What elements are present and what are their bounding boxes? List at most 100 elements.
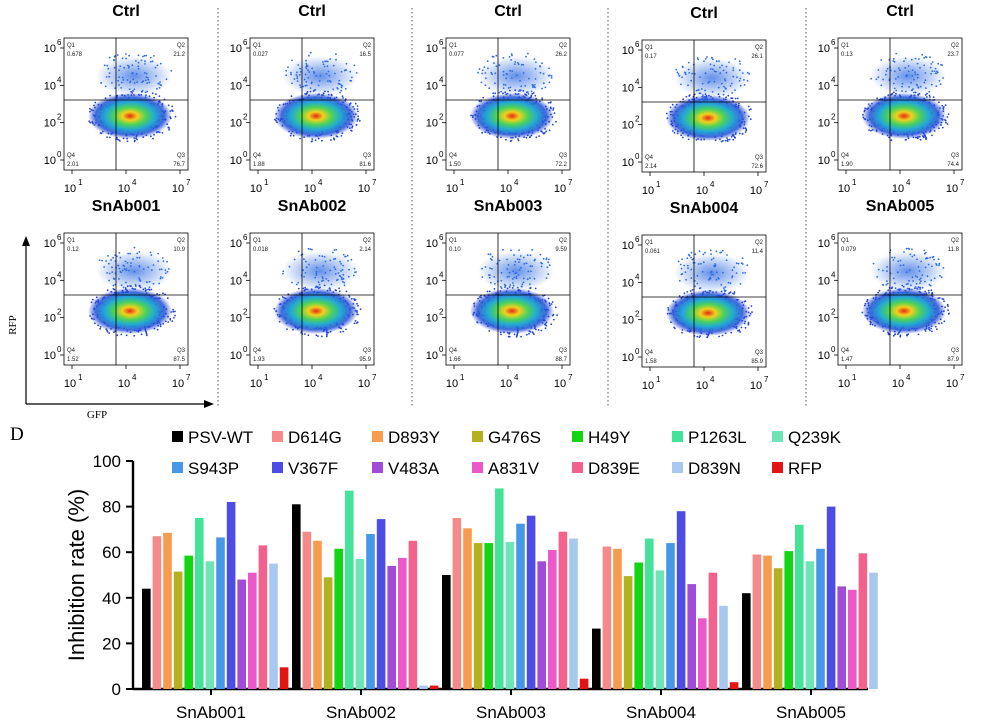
event-dot <box>491 267 493 270</box>
event-dot <box>514 272 517 275</box>
event-dot <box>343 284 346 287</box>
event-dot <box>332 64 335 67</box>
event-dot <box>747 105 750 108</box>
event-dot <box>910 284 912 287</box>
event-dot <box>509 69 511 72</box>
event-dot <box>722 139 724 142</box>
event-dot <box>930 289 933 292</box>
event-dot <box>534 68 537 70</box>
event-dot <box>518 261 520 263</box>
event-dot <box>341 95 344 98</box>
event-dot <box>155 75 157 77</box>
legend-swatch <box>272 462 283 473</box>
event-dot <box>544 327 547 330</box>
event-dot <box>502 70 505 73</box>
event-dot <box>158 86 161 89</box>
event-dot <box>947 309 949 312</box>
event-dot <box>741 263 744 265</box>
event-dot <box>522 256 525 259</box>
event-dot <box>522 63 525 66</box>
quadrant-value: 1.88 <box>253 162 265 168</box>
event-dot <box>342 253 345 256</box>
legend-swatch <box>272 431 283 442</box>
quadrant-value: 1.52 <box>67 357 79 363</box>
legend-swatch <box>772 431 783 442</box>
x-tick-exp: 7 <box>186 178 191 187</box>
bar-v367f-snab002 <box>376 519 386 689</box>
event-dot <box>315 266 318 269</box>
event-dot <box>687 253 690 256</box>
event-dot <box>947 113 950 115</box>
event-dot <box>108 262 110 265</box>
event-dot <box>917 266 920 268</box>
y-tick-exp: 0 <box>57 150 62 159</box>
event-dot <box>120 87 123 89</box>
event-dot <box>141 89 144 92</box>
event-dot <box>493 276 496 278</box>
event-dot <box>498 64 501 67</box>
event-dot <box>541 97 544 99</box>
event-dot <box>350 130 353 132</box>
event-dot <box>731 269 734 272</box>
event-dot <box>126 140 129 143</box>
x-tick-label: 10 <box>172 183 184 195</box>
event-dot <box>137 65 140 68</box>
event-dot <box>111 82 113 84</box>
quadrant-name: Q2 <box>363 43 372 49</box>
event-dot <box>872 262 875 265</box>
event-dot <box>739 283 742 285</box>
y-tick-exp: 6 <box>57 38 62 47</box>
bar-d839e-snab005 <box>858 553 868 689</box>
event-dot <box>905 247 908 250</box>
event-dot <box>165 78 168 81</box>
event-dot <box>493 288 496 290</box>
event-dot <box>913 254 916 257</box>
event-dot <box>136 256 139 259</box>
event-dot <box>332 251 334 254</box>
event-dot <box>902 264 905 267</box>
event-dot <box>111 266 113 269</box>
event-dot <box>528 77 530 80</box>
event-dot <box>912 280 914 282</box>
x-tick-label: 10 <box>696 185 708 197</box>
event-dot <box>931 61 934 63</box>
event-dot <box>712 68 714 71</box>
event-dot <box>132 90 134 92</box>
event-dot <box>166 297 169 300</box>
event-dot <box>924 72 927 74</box>
event-dot <box>717 86 720 89</box>
y-tick-label: 10 <box>44 118 56 130</box>
event-dot <box>687 267 689 269</box>
event-dot <box>167 321 170 323</box>
event-dot <box>297 281 300 284</box>
y-tick-exp: 4 <box>831 270 836 279</box>
event-dot <box>937 258 940 261</box>
event-dot <box>295 283 298 286</box>
event-dot <box>345 69 348 71</box>
event-dot <box>684 73 687 76</box>
event-dot <box>517 63 520 66</box>
bar-g476s-snab003 <box>473 543 483 689</box>
event-dot <box>144 287 147 290</box>
bar-d893y-snab002 <box>313 540 322 689</box>
event-dot <box>748 109 751 111</box>
event-dot <box>918 270 921 272</box>
event-dot <box>732 69 735 72</box>
event-dot <box>919 138 922 141</box>
upper-population <box>674 58 750 98</box>
event-dot <box>891 256 893 259</box>
event-dot <box>712 257 715 260</box>
event-dot <box>547 261 550 264</box>
event-dot <box>891 286 894 288</box>
event-dot <box>171 105 174 108</box>
event-dot <box>945 121 947 124</box>
quadrant-value: 0.678 <box>67 52 83 58</box>
event-dot <box>118 252 121 254</box>
y-tick-exp: 2 <box>831 113 836 122</box>
event-dot <box>126 285 129 288</box>
event-dot <box>529 287 531 290</box>
event-dot <box>542 82 545 85</box>
quadrant-name: Q4 <box>253 153 262 159</box>
quadrant-value: 95.9 <box>359 357 371 363</box>
event-dot <box>299 67 302 70</box>
